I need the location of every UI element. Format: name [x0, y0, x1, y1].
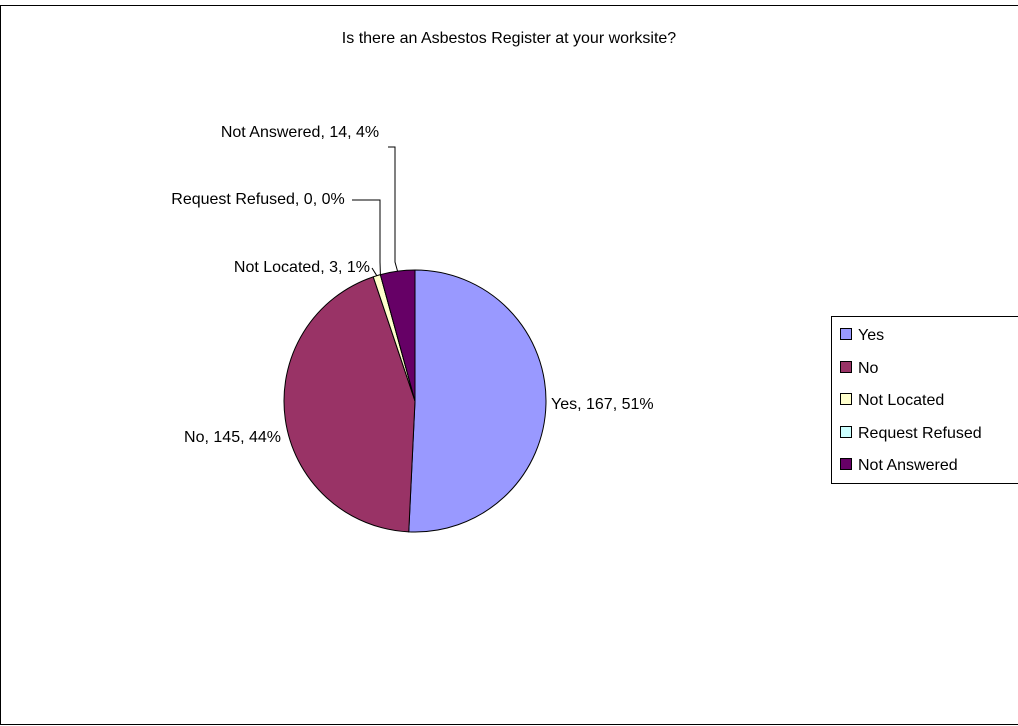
legend-item: Not Answered	[840, 457, 958, 475]
leader-line	[388, 146, 399, 272]
legend-swatch	[840, 393, 852, 405]
legend-item: No	[840, 360, 878, 378]
leader-line	[371, 267, 378, 276]
legend-swatch	[840, 425, 852, 438]
legend-item: Request Refused	[840, 425, 982, 443]
legend-swatch	[840, 458, 852, 470]
legend-label: No	[858, 359, 879, 377]
legend-label: Not Answered	[858, 457, 958, 474]
chart-frame	[0, 5, 1018, 725]
pie-slice	[408, 269, 547, 533]
legend-item: Yes	[840, 327, 884, 345]
legend-label: Not Located	[858, 392, 945, 409]
data-label: Yes, 167, 51%	[551, 396, 654, 413]
chart-title: Is there an Asbestos Register at your wo…	[341, 30, 677, 47]
leader-line	[352, 199, 381, 275]
legend-label: Request Refused	[858, 424, 982, 442]
legend-label: Yes	[858, 327, 885, 344]
legend-swatch	[840, 360, 852, 373]
pie-slice	[283, 276, 416, 533]
legend-item: Not Located	[840, 392, 944, 410]
data-label: Request Refused, 0, 0%	[171, 191, 345, 208]
data-label: No, 145, 44%	[184, 429, 281, 446]
data-label: Not Located, 3, 1%	[233, 259, 370, 276]
pie-slice	[379, 269, 416, 402]
legend-swatch	[840, 328, 852, 340]
legend: Yes No Not Located Request Refused Not Answe…	[831, 316, 1018, 484]
data-label: Not Answered, 14, 4%	[220, 124, 380, 141]
